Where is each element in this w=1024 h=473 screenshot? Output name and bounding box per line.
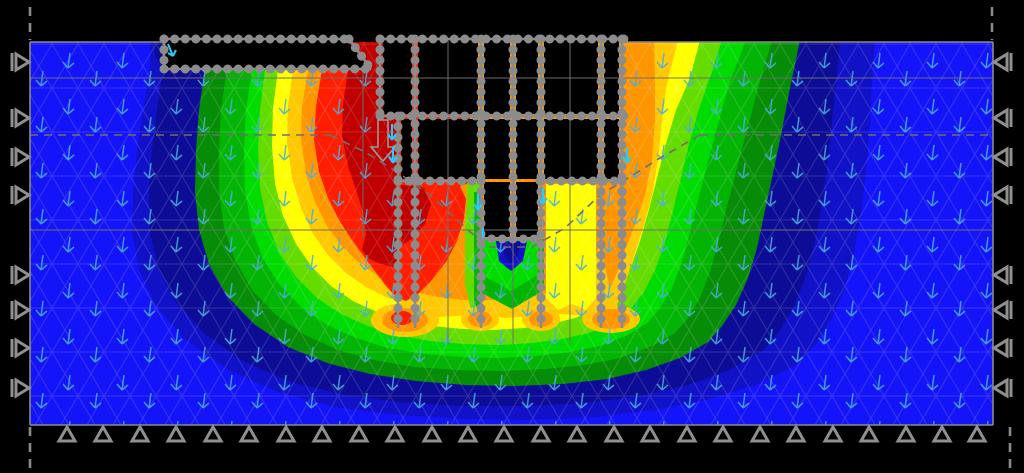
shaft-void	[516, 182, 538, 237]
bottom-fixed-supports	[57, 425, 987, 443]
roller-support-icon	[10, 337, 31, 359]
fixed-support-icon	[312, 425, 332, 443]
shaft-void	[484, 182, 510, 237]
fixed-support-icon	[677, 425, 697, 443]
fixed-support-icon	[130, 425, 150, 443]
roller-support-icon	[10, 184, 31, 206]
left-roller-supports	[10, 51, 31, 399]
fixed-support-icon	[786, 425, 806, 443]
roller-support-icon	[992, 51, 1013, 73]
fixed-support-icon	[385, 425, 405, 443]
fixed-support-icon	[166, 425, 186, 443]
fixed-support-icon	[750, 425, 770, 443]
roller-support-icon	[10, 51, 31, 73]
fixed-support-icon	[531, 425, 551, 443]
roller-support-icon	[10, 264, 31, 286]
roller-support-icon	[992, 264, 1013, 286]
frame-bay-void	[401, 119, 412, 179]
fixed-support-icon	[93, 425, 113, 443]
roller-support-icon	[992, 146, 1013, 168]
roller-support-icon	[10, 377, 31, 399]
point-load-arrow	[369, 119, 397, 163]
fixed-support-icon	[967, 425, 987, 443]
fixed-support-icon	[713, 425, 733, 443]
excavation-voids	[164, 40, 619, 237]
roller-support-icon	[992, 107, 1013, 129]
fixed-support-icon	[604, 425, 624, 443]
fixed-support-icon	[239, 425, 259, 443]
fixed-support-icon	[276, 425, 296, 443]
right-roller-supports	[992, 51, 1013, 399]
fixed-support-icon	[859, 425, 879, 443]
fixed-support-icon	[932, 425, 952, 443]
roller-support-icon	[992, 337, 1013, 359]
frame-bay-void	[604, 119, 619, 179]
fixed-support-icon	[422, 425, 442, 443]
roller-support-icon	[992, 299, 1013, 321]
roller-support-icon	[10, 299, 31, 321]
foundation-piles	[393, 176, 627, 333]
surface-slab-plate	[159, 34, 376, 74]
fixed-support-icon	[349, 425, 369, 443]
fixed-support-icon	[458, 425, 478, 443]
roller-support-icon	[992, 184, 1013, 206]
fixed-support-icon	[640, 425, 660, 443]
structural-elements	[159, 34, 629, 333]
roller-support-icon	[10, 107, 31, 129]
roller-support-icon	[10, 146, 31, 168]
surface-slab-void	[164, 40, 369, 68]
fixed-support-icon	[494, 425, 514, 443]
fixed-support-icon	[57, 425, 77, 443]
fixed-support-icon	[567, 425, 587, 443]
frame-bay-void	[484, 119, 510, 179]
roller-support-icon	[992, 377, 1013, 399]
fixed-support-icon	[203, 425, 223, 443]
fixed-support-icon	[823, 425, 843, 443]
phreatic-line-drawdown	[329, 134, 701, 248]
fixed-support-icon	[896, 425, 916, 443]
geometry-frame-dashes	[28, 7, 1012, 470]
frame-walls-and-columns	[375, 34, 627, 244]
frame-bay-void	[544, 119, 598, 179]
bright-displacement-ticks	[167, 43, 632, 238]
frame-bay-void	[516, 119, 538, 179]
